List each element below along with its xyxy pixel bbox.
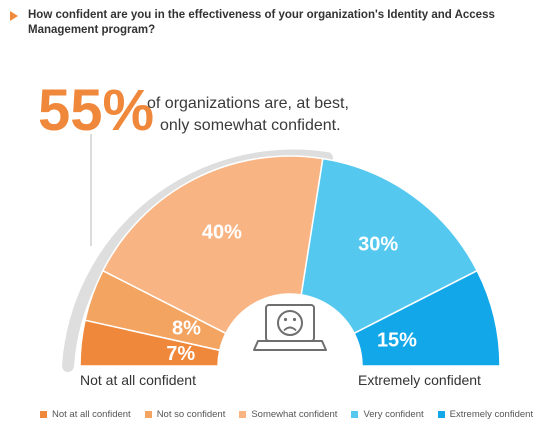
legend-swatch xyxy=(351,411,359,418)
question-text: How confident are you in the effectivene… xyxy=(28,9,495,36)
legend-label: Somewhat confident xyxy=(251,409,338,420)
slice-label-extremely-confident: 15% xyxy=(377,329,417,351)
slice-label-very-confident: 30% xyxy=(358,234,398,256)
legend-item-not-at-all-confident: Not at all confident xyxy=(40,409,131,420)
legend-swatch xyxy=(40,411,47,418)
slice-label-not-so-confident: 8% xyxy=(172,318,201,340)
legend-swatch xyxy=(144,411,152,418)
legend: Not at all confident Not so confident Some… xyxy=(40,409,559,420)
legend-item-somewhat-confident: Somewhat confident xyxy=(239,409,337,420)
axis-left-label: Not at all confident xyxy=(80,372,196,388)
legend-item-not-so-confident: Not so confident xyxy=(144,409,226,420)
sad-face-laptop-icon xyxy=(253,304,327,351)
chart-slices: 7% 8% 40% 30% 15% xyxy=(79,155,501,367)
question-arrow-icon xyxy=(10,11,18,21)
legend-label: Not so confident xyxy=(156,409,226,420)
slice-label-not-at-all-confident: 7% xyxy=(166,343,195,365)
slice-very-confident xyxy=(300,157,479,335)
callout-line-1: of organizations are, at best, xyxy=(147,95,349,112)
axis-right-label: Extremely confident xyxy=(358,372,481,388)
legend-swatch xyxy=(239,411,247,418)
callout-line-2: only somewhat confident. xyxy=(160,117,341,134)
legend-label: Very confident xyxy=(363,409,424,420)
slice-extremely-confident xyxy=(353,269,501,367)
legend-label: Not at all confident xyxy=(52,409,131,420)
legend-label: Extremely confident xyxy=(449,409,534,420)
slice-label-somewhat-confident: 40% xyxy=(202,221,242,243)
legend-item-very-confident: Very confident xyxy=(351,409,424,420)
slice-somewhat-confident xyxy=(101,155,324,335)
callout-value: 55% xyxy=(38,78,154,143)
legend-swatch xyxy=(437,411,445,418)
legend-item-extremely-confident: Extremely confident xyxy=(437,409,534,420)
